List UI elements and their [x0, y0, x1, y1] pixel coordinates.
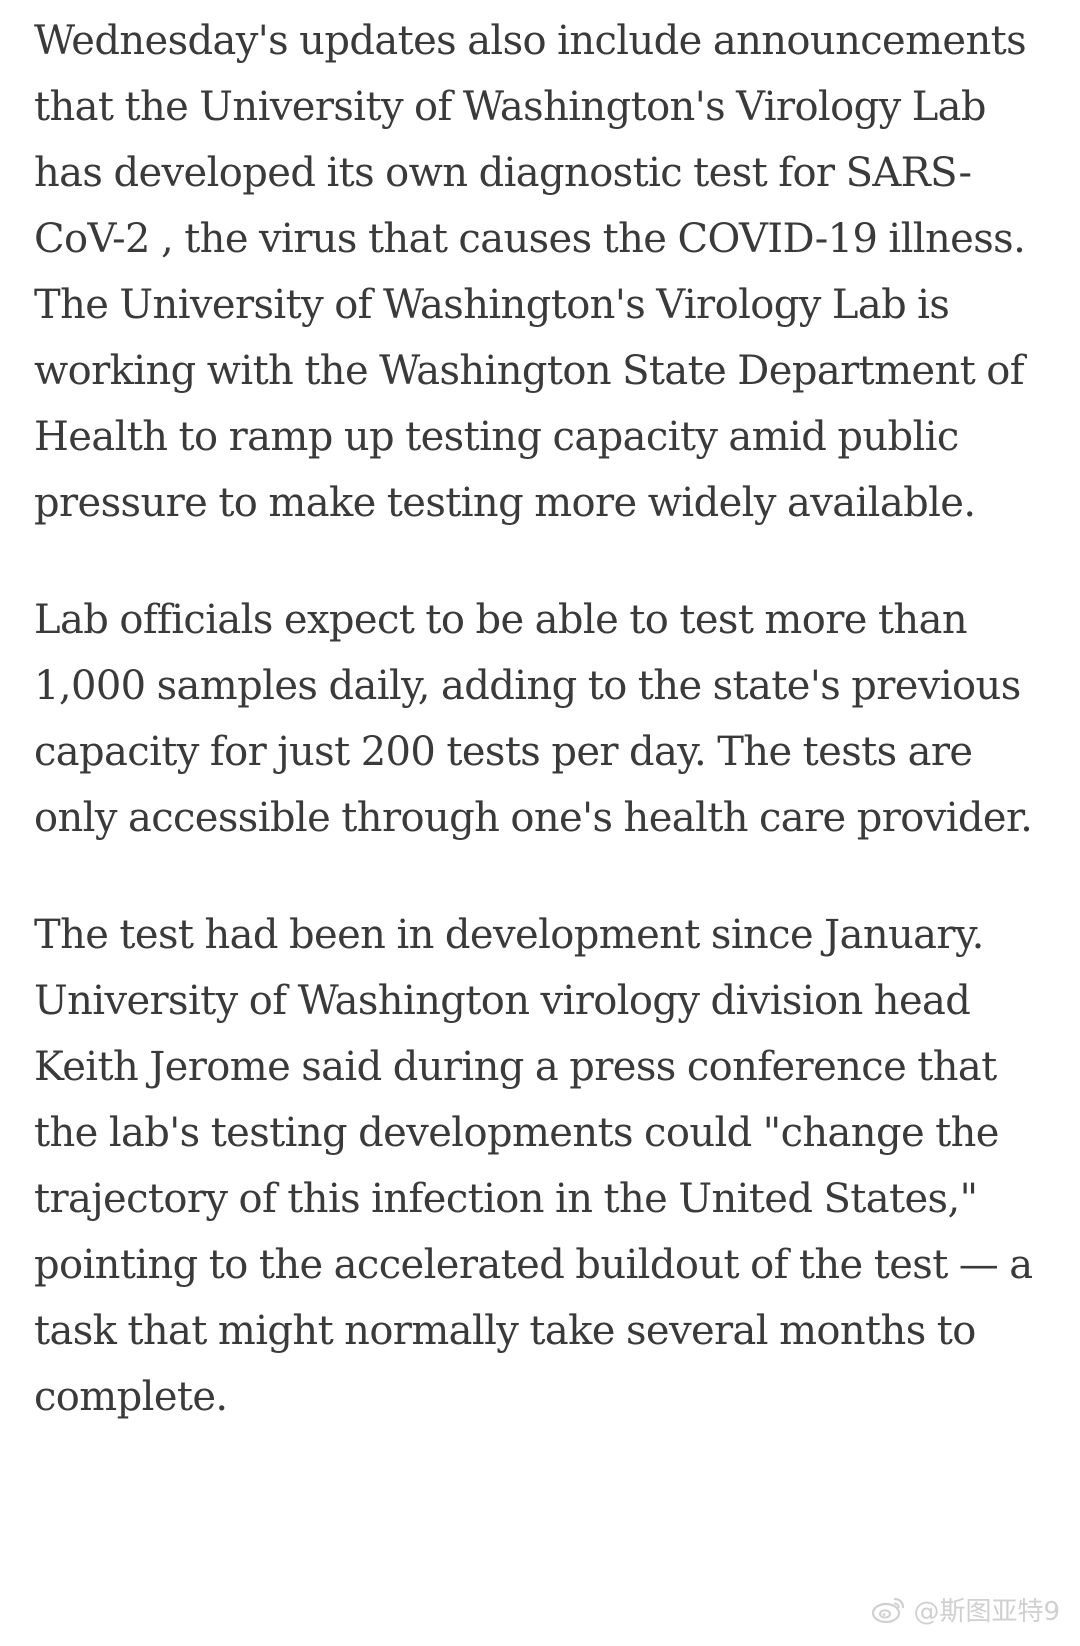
article-paragraph-1: Wednesday's updates also include announc…	[34, 18, 1027, 526]
article-paragraph-2: Lab officials expect to be able to test …	[34, 597, 1033, 841]
article-paragraph-3: The test had been in development since J…	[34, 912, 1033, 1420]
weibo-watermark-text: @斯图亚特9	[913, 1597, 1060, 1627]
weibo-watermark: @斯图亚特9	[871, 1591, 1060, 1628]
weibo-logo-icon	[871, 1595, 907, 1625]
